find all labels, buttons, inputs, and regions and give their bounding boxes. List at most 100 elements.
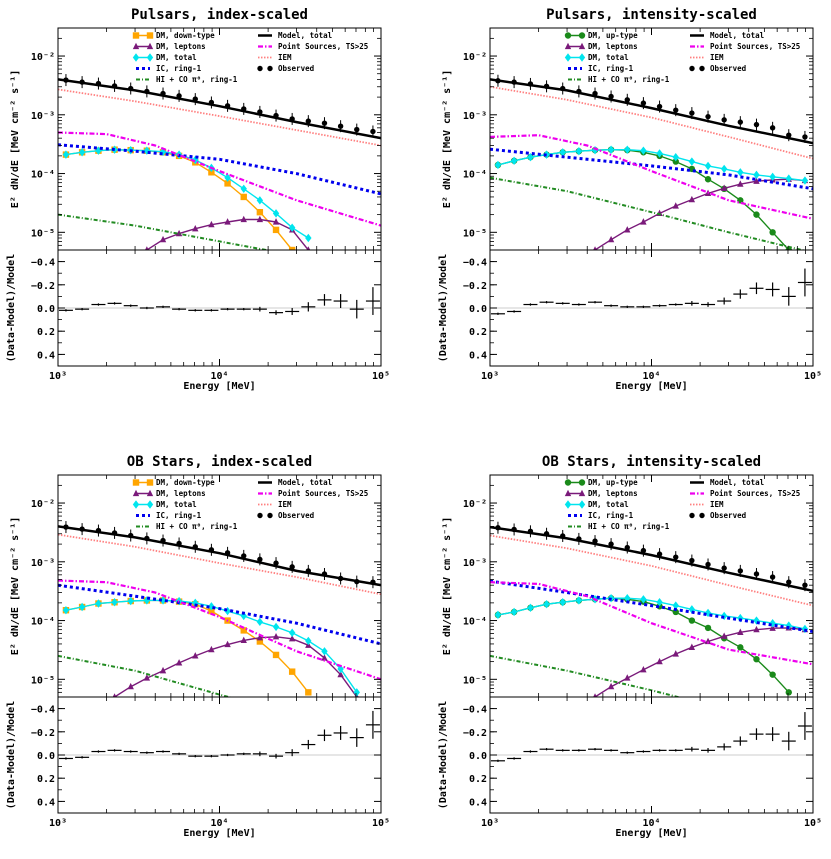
series-observed-point bbox=[63, 77, 69, 83]
series-observed-point bbox=[608, 541, 614, 547]
series-iem-line bbox=[490, 534, 813, 607]
legend-item: Point Sources, TS>25 bbox=[690, 489, 800, 498]
series-dm-total-point bbox=[527, 603, 534, 612]
legend-swatch bbox=[689, 512, 695, 519]
series-dm-total-point bbox=[510, 156, 518, 165]
legend-swatch-marker bbox=[132, 489, 140, 497]
legend-item: DM, leptons bbox=[564, 42, 638, 51]
legend-item: Point Sources, TS>25 bbox=[258, 489, 368, 498]
residual-y-tick-label: −0.2 bbox=[463, 728, 487, 739]
y-tick-label: 10⁻³ bbox=[31, 558, 55, 569]
series-dm-total-point bbox=[672, 601, 679, 610]
legend-item: HI + CO π⁰, ring-1 bbox=[136, 522, 238, 531]
series-dm-total-point bbox=[737, 168, 744, 177]
legend: DM, up-type DM, leptons DM, total IC, ring-… bbox=[564, 478, 800, 531]
y-tick-label: 10⁻² bbox=[463, 499, 487, 510]
residual-y-tick-label: 0.2 bbox=[37, 774, 55, 785]
legend-swatch-marker bbox=[578, 42, 586, 50]
residual-y-tick-label: 0.0 bbox=[469, 304, 487, 315]
legend-label: DM, total bbox=[588, 500, 629, 509]
series-dm-total-point bbox=[111, 598, 118, 607]
series-observed-point bbox=[527, 81, 534, 87]
series-observed-point bbox=[305, 568, 312, 574]
series-observed-point bbox=[753, 571, 760, 577]
series-observed-point bbox=[208, 547, 215, 553]
legend-label: Point Sources, TS>25 bbox=[710, 489, 800, 498]
series-observed-point bbox=[495, 525, 501, 531]
series-dm-total-point bbox=[288, 223, 296, 232]
residual-group bbox=[58, 710, 381, 760]
legend-item: IC, ring-1 bbox=[568, 511, 634, 520]
series-dm-up-type-line bbox=[497, 597, 790, 693]
series-dm-leptons-point bbox=[640, 666, 647, 673]
series-dm-leptons-point bbox=[272, 632, 280, 640]
series-observed-point bbox=[128, 532, 134, 539]
chart-panel-2: Pulsars, intensity-scaled 10³ 10⁴ 10⁵ 10⁻⁵ 10… bbox=[438, 7, 822, 392]
legend-label: Model, total bbox=[710, 31, 764, 40]
series-dm-leptons-point bbox=[256, 215, 264, 223]
series-dm-up-type-point bbox=[672, 158, 679, 165]
series-dm-leptons-point bbox=[607, 235, 615, 243]
series-dm-leptons-point bbox=[704, 637, 712, 645]
legend-label: IC, ring-1 bbox=[588, 64, 634, 73]
legend-swatch bbox=[689, 65, 695, 72]
series-dm-up-type-point bbox=[704, 176, 712, 183]
series-dm-leptons-point bbox=[672, 202, 679, 209]
series-group bbox=[58, 74, 381, 250]
series-observed-point bbox=[640, 100, 647, 106]
series-dm-total-point bbox=[224, 606, 231, 616]
series-dm-down-type-point bbox=[240, 627, 247, 634]
series-observed-point bbox=[224, 550, 231, 556]
series-observed-point bbox=[640, 547, 647, 554]
series-observed-point bbox=[160, 90, 166, 97]
series-dm-total-point bbox=[559, 598, 566, 607]
top-axes-frame bbox=[489, 474, 814, 698]
y-axis-label: E² dN/dE [MeV cm⁻² s⁻¹] bbox=[442, 517, 453, 655]
x-tick-label: 10⁵ bbox=[804, 818, 822, 829]
series-observed-point bbox=[224, 103, 231, 109]
legend-swatch bbox=[257, 65, 263, 72]
series-dm-total-point bbox=[240, 611, 247, 621]
legend-swatch-marker bbox=[146, 42, 154, 50]
series-observed-point bbox=[705, 561, 711, 568]
series-observed-point bbox=[705, 113, 711, 120]
legend-label: HI + CO π⁰, ring-1 bbox=[156, 522, 238, 531]
series-ic-ring-1-line bbox=[490, 579, 813, 633]
legend-item: DM, leptons bbox=[564, 489, 638, 498]
series-hi-co-ring-1-line bbox=[58, 213, 272, 250]
series-dm-total-point bbox=[353, 688, 360, 697]
legend-swatch-marker bbox=[578, 489, 586, 497]
series-observed-point bbox=[305, 118, 312, 124]
series-ic-ring-1-line bbox=[490, 147, 813, 191]
series-observed-point bbox=[144, 88, 150, 95]
legend-swatch-marker bbox=[146, 500, 154, 509]
series-dm-leptons-point bbox=[192, 652, 199, 659]
series-dm-total-point bbox=[640, 595, 647, 604]
series-iem-line bbox=[58, 88, 381, 147]
series-observed-point bbox=[624, 97, 630, 103]
series-dm-leptons-point bbox=[656, 657, 663, 665]
series-dm-total-point bbox=[801, 176, 809, 185]
legend-label: DM, down-type bbox=[156, 478, 215, 487]
series-observed-point bbox=[79, 526, 85, 532]
residual-y-axis-label: (Data-Model)/Model bbox=[438, 254, 449, 362]
series-dm-total-point bbox=[95, 146, 102, 155]
x-axis-label: Energy [MeV] bbox=[183, 381, 255, 392]
y-tick-label: 10⁻³ bbox=[463, 558, 487, 569]
legend-label: Model, total bbox=[278, 31, 332, 40]
residual-y-tick-label: −0.4 bbox=[31, 705, 55, 716]
series-observed-point bbox=[753, 121, 760, 128]
legend-swatch-marker bbox=[146, 489, 154, 497]
series-dm-total-point bbox=[753, 616, 760, 625]
series-observed-point bbox=[289, 116, 295, 122]
series-dm-down-type-point bbox=[256, 208, 264, 216]
series-dm-leptons-point bbox=[240, 215, 247, 223]
series-dm-total-point bbox=[159, 596, 167, 605]
series-observed-point bbox=[241, 106, 247, 112]
series-observed-point bbox=[257, 556, 263, 563]
series-model-total-line bbox=[58, 78, 381, 140]
x-axis-label: Energy [MeV] bbox=[615, 381, 687, 392]
series-dm-up-type-point bbox=[688, 617, 696, 624]
series-dm-up-type-point bbox=[737, 644, 744, 651]
series-observed-point bbox=[95, 527, 102, 534]
